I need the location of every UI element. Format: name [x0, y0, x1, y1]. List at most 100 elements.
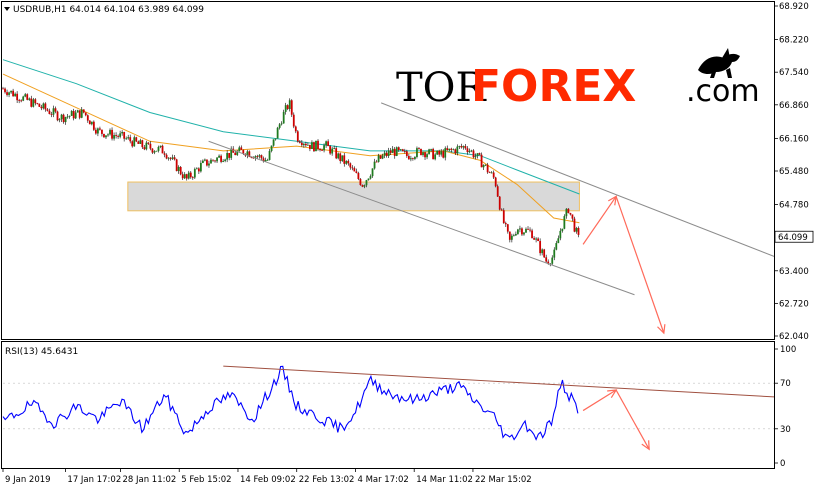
candle-body [573, 218, 576, 232]
candle-body [379, 155, 382, 159]
candle-body [304, 143, 307, 146]
time-tick-label: 14 Feb 09:02 [240, 475, 296, 485]
candle-body [86, 115, 89, 121]
candle-body [486, 164, 489, 173]
candle-body [216, 157, 218, 162]
candle-body [149, 143, 152, 149]
candle-body [414, 157, 416, 159]
candle-body [276, 127, 279, 139]
candle-body [514, 233, 517, 236]
candle-body [66, 116, 69, 118]
candle-body [90, 121, 93, 125]
candle-body [525, 228, 527, 233]
candle-body [355, 171, 358, 174]
candle-body [363, 185, 366, 187]
moving-averages [2, 59, 580, 224]
rsi-header: RSI(13) 45.6431 [5, 347, 78, 357]
candle-body [563, 216, 566, 229]
candle-body [506, 224, 509, 232]
candle-body [191, 177, 194, 179]
candle-body [323, 145, 325, 151]
candle-body [395, 147, 398, 156]
candle-body [195, 168, 198, 170]
candle-body [208, 163, 210, 166]
candle-body [109, 129, 111, 135]
candle-body [246, 151, 249, 156]
candle-body [575, 227, 578, 232]
candle-body [70, 110, 73, 116]
candle-body [369, 176, 372, 179]
candle-body [111, 129, 113, 139]
candle-body [403, 151, 406, 152]
candle-body [238, 147, 241, 152]
candle-body [539, 240, 542, 254]
candle-body [307, 144, 309, 146]
price-tick-label: 65.480 [779, 167, 809, 177]
rsi-tick-label: 0 [780, 459, 785, 469]
candle-body [270, 145, 273, 152]
candle-body [254, 156, 257, 159]
candle-body [472, 150, 475, 158]
candle-body [313, 142, 315, 152]
candle-body [212, 159, 214, 161]
rsi-axis: 100 70 30 0 [3, 345, 796, 469]
candle-body [127, 137, 130, 139]
forecast-arrows [582, 195, 666, 451]
candle-body [381, 155, 384, 159]
candle-body [347, 160, 350, 164]
candle-body [537, 238, 540, 241]
candle-body [264, 160, 267, 162]
candle-body [434, 154, 437, 160]
candle-body [543, 249, 546, 258]
dropdown-triangle-icon[interactable] [4, 7, 10, 11]
candle-body [224, 159, 227, 161]
candle-body [309, 144, 311, 149]
candle-body [460, 146, 463, 148]
candle-body [54, 108, 57, 112]
candle-body [551, 257, 554, 264]
candle-body [484, 164, 487, 166]
candle-body [284, 105, 287, 112]
candle-body [278, 124, 281, 128]
candle-body [454, 149, 457, 154]
candle-body [430, 148, 432, 150]
candle-body [26, 94, 29, 100]
candle-body [500, 209, 503, 211]
candle-body [470, 150, 473, 152]
candle-body [30, 98, 33, 107]
candle-body [167, 157, 170, 159]
candle-body [72, 110, 75, 119]
candle-body [183, 174, 186, 179]
candle-body [521, 228, 523, 235]
candle-body [476, 153, 479, 157]
candle-body [125, 138, 128, 140]
candle-body [448, 148, 451, 151]
candle-body [50, 114, 53, 115]
candle-body [97, 128, 99, 134]
candle-body [137, 141, 140, 144]
candle-body [345, 160, 348, 164]
rsi-forecast-up-arrow [582, 389, 617, 412]
rsi-tick-label: 30 [780, 425, 791, 435]
candle-body [512, 235, 515, 237]
candle-body [32, 99, 35, 107]
candle-body [2, 88, 4, 90]
time-axis: 9 Jan 2019 17 Jan 17:02 28 Jan 11:02 5 Feb … [2, 468, 532, 485]
candle-body [531, 230, 533, 239]
candle-body [123, 132, 126, 139]
candle-body [351, 167, 354, 169]
trend-channel [208, 102, 775, 296]
candle-body [458, 146, 461, 147]
candle-body [84, 112, 87, 116]
candle-body [339, 153, 342, 162]
candle-body [337, 153, 340, 159]
candle-body [504, 223, 507, 225]
candle-body [547, 261, 550, 264]
candle-body [385, 152, 388, 156]
candle-body [62, 114, 65, 123]
ma-orange-line [2, 73, 580, 224]
candle-body [266, 159, 269, 161]
candle-body [68, 115, 71, 117]
candle-body [418, 148, 420, 149]
candle-body [462, 146, 465, 148]
